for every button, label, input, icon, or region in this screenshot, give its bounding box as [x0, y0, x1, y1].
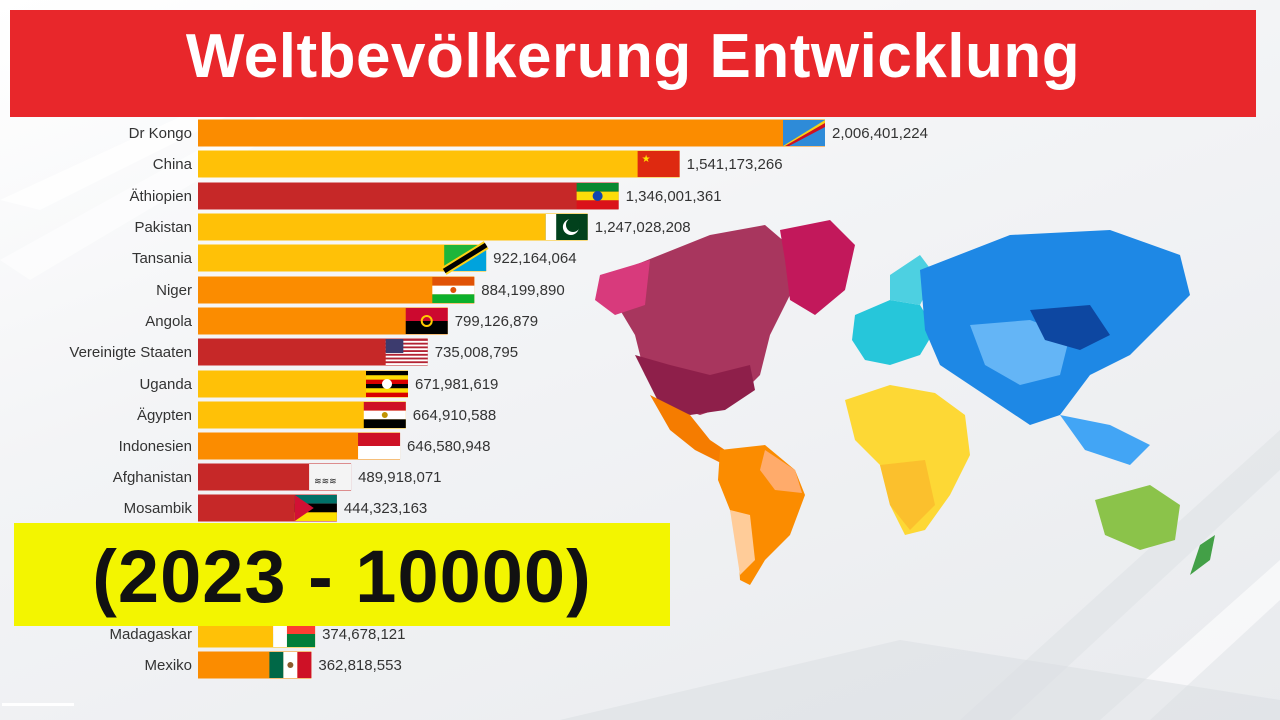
flag-mexiko-icon	[269, 652, 312, 678]
value-label: 735,008,795	[435, 344, 518, 361]
value-label: 1,247,028,208	[595, 219, 691, 236]
svg-text:≋≋≋: ≋≋≋	[314, 477, 337, 487]
svg-text:★: ★	[642, 154, 651, 165]
central-america	[650, 395, 740, 465]
subtitle-banner: (2023 - 10000)	[14, 523, 670, 626]
category-label: Pakistan	[134, 219, 192, 236]
category-label: Niger	[156, 282, 192, 299]
value-label: 2,006,401,224	[832, 125, 928, 142]
flag-aegypten-icon	[363, 402, 406, 428]
category-label: Dr Kongo	[129, 125, 192, 142]
category-label: Vereinigte Staaten	[69, 344, 192, 361]
category-label: Uganda	[139, 376, 192, 393]
chart-title: Weltbevölkerung Entwicklung	[185, 22, 1081, 91]
value-label: 1,541,173,266	[687, 156, 783, 173]
value-label: 489,918,071	[358, 469, 441, 486]
value-label: 374,678,121	[322, 626, 405, 643]
flag-niger-icon	[432, 277, 475, 303]
flag-afghanistan-icon: ≋≋≋	[309, 464, 352, 490]
south-america	[718, 445, 805, 585]
value-label: 922,164,064	[493, 250, 576, 267]
value-label: 362,818,553	[318, 657, 401, 674]
category-label: Ägypten	[137, 407, 192, 424]
bar-china	[198, 150, 680, 178]
category-label: Äthiopien	[129, 188, 192, 205]
flag-angola-icon	[405, 308, 448, 334]
value-label: 1,346,001,361	[626, 188, 722, 205]
category-label: Madagaskar	[109, 626, 192, 643]
value-label: 664,910,588	[413, 407, 496, 424]
value-label: 671,981,619	[415, 376, 498, 393]
flag-aethiopien-icon	[576, 183, 619, 209]
category-label: Indonesien	[119, 438, 192, 455]
category-label: Mexiko	[144, 657, 192, 674]
value-label: 799,126,879	[455, 313, 538, 330]
flag-dr-kongo-icon	[783, 120, 825, 146]
bar-äthiopien	[198, 182, 619, 210]
progress-indicator	[2, 703, 74, 706]
value-label: 444,323,163	[344, 500, 427, 517]
category-label: Tansania	[132, 250, 193, 267]
chart-subtitle: (2023 - 10000)	[92, 535, 592, 618]
flag-indonesien-icon	[358, 433, 401, 459]
flag-pakistan-icon	[545, 214, 588, 240]
category-label: Mosambik	[124, 500, 193, 517]
title-banner: Weltbevölkerung Entwicklung	[10, 10, 1256, 117]
bar-tansania	[198, 244, 487, 272]
bar-niger	[198, 276, 475, 304]
flag-tansania-icon	[441, 241, 489, 275]
australia	[1095, 485, 1215, 575]
bar-dr-kongo	[198, 119, 825, 147]
category-label: Afghanistan	[113, 469, 192, 486]
flag-mosambik-icon	[294, 495, 337, 521]
world-map-illustration	[595, 220, 1215, 585]
africa	[845, 385, 970, 535]
flag-uganda-icon	[365, 371, 408, 397]
value-label: 646,580,948	[407, 438, 490, 455]
flag-china-icon: ★	[637, 151, 680, 177]
category-label: China	[153, 156, 193, 173]
north-america	[595, 220, 855, 415]
flag-vereinigte-staaten-icon	[385, 339, 428, 365]
category-label: Angola	[145, 313, 192, 330]
asia	[920, 230, 1190, 465]
bar-pakistan	[198, 213, 588, 241]
value-label: 884,199,890	[481, 282, 564, 299]
